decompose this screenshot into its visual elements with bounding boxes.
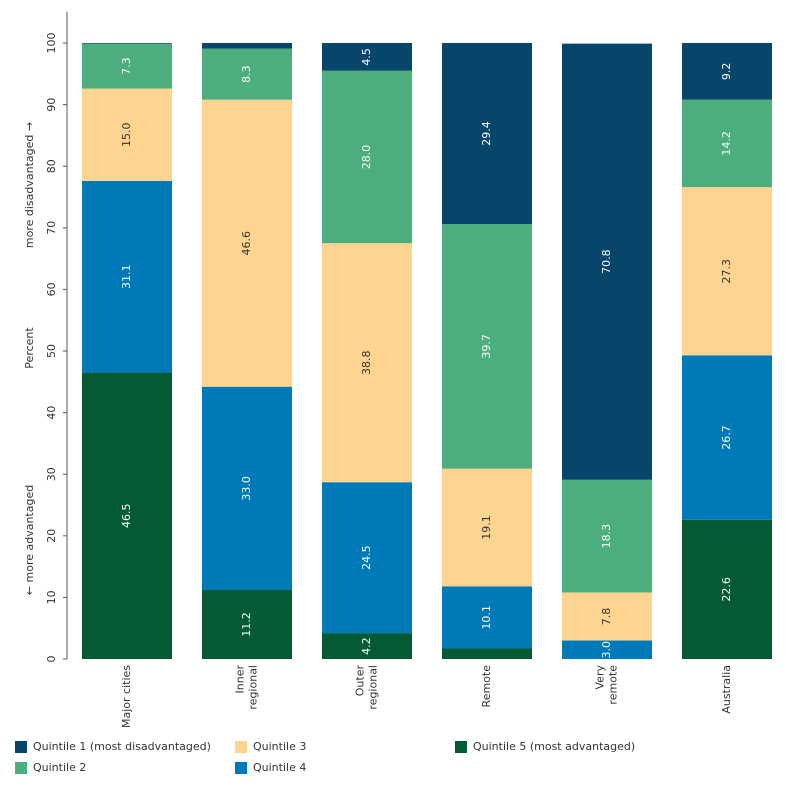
bar-segment (82, 88, 172, 181)
bar-segment (442, 224, 532, 469)
bar-segment (82, 43, 172, 44)
value-label: 4.2 (360, 637, 373, 655)
value-label: 24.5 (360, 545, 373, 570)
y-label-high: more disadvantaged → (23, 122, 36, 248)
value-label: 9.2 (720, 63, 733, 81)
y-tick-label: 10 (45, 590, 58, 604)
y-tick-label: 100 (45, 33, 58, 54)
value-label: 33.0 (240, 476, 253, 501)
value-label: 10.1 (480, 605, 493, 630)
value-label: 31.1 (120, 265, 133, 290)
x-tick-label: Outerregional (354, 665, 380, 710)
bar-segment (82, 372, 172, 659)
y-tick-label: 70 (45, 221, 58, 235)
value-label: 8.3 (240, 65, 253, 83)
bar-segment (682, 187, 772, 356)
legend-swatch (235, 762, 247, 774)
legend-swatch (15, 741, 27, 753)
y-tick-label: 50 (45, 344, 58, 358)
legend-swatch (235, 741, 247, 753)
value-label: 14.2 (720, 131, 733, 156)
bar-segment (682, 43, 772, 100)
bar-segment (682, 99, 772, 188)
x-tick-label-line: Major cities (120, 665, 133, 728)
y-tick-label: 80 (45, 159, 58, 173)
x-tick-label-line: remote (607, 665, 620, 705)
x-tick-label-line: Very (594, 665, 607, 690)
y-tick-label: 0 (45, 656, 58, 663)
value-label: 46.6 (240, 231, 253, 256)
bar-segment (682, 355, 772, 520)
y-tick-label: 40 (45, 406, 58, 420)
bar-segment (202, 43, 292, 49)
legend-swatch (455, 741, 467, 753)
x-tick-label-line: regional (367, 665, 380, 710)
legend-label: Quintile 3 (253, 740, 306, 753)
y-tick-label: 90 (45, 98, 58, 112)
value-label: 7.8 (600, 608, 613, 626)
bar-segment (82, 180, 172, 373)
bar-segment (682, 519, 772, 659)
bar-segment (562, 479, 652, 593)
bar-segment (322, 70, 412, 244)
value-label: 27.3 (720, 259, 733, 284)
value-label: 28.0 (360, 145, 373, 170)
value-label: 39.7 (480, 334, 493, 359)
bar-segment (202, 386, 292, 591)
x-tick-label-line: Australia (720, 665, 733, 714)
bar-segment (322, 243, 412, 483)
bar-segment (202, 99, 292, 387)
legend-swatch (15, 762, 27, 774)
bar-segment (202, 48, 292, 100)
x-tick-label-line: Outer (354, 665, 367, 697)
y-tick-label: 60 (45, 282, 58, 296)
bar-segment (442, 43, 532, 225)
x-tick-label: Remote (480, 665, 493, 708)
legend-label: Quintile 4 (253, 761, 306, 774)
legend-label: Quintile 5 (most advantaged) (473, 740, 635, 753)
value-label: 38.8 (360, 350, 373, 375)
value-label: 4.5 (360, 48, 373, 66)
legend-label: Quintile 2 (33, 761, 86, 774)
y-axis-title: Percent (23, 327, 36, 369)
x-tick-label: Australia (720, 665, 733, 714)
bar-segment (322, 482, 412, 634)
bar-segment (562, 640, 652, 659)
value-label: 15.0 (120, 123, 133, 148)
bar-segment (442, 468, 532, 587)
value-label: 19.1 (480, 515, 493, 540)
value-label: 18.3 (600, 524, 613, 549)
x-tick-label-line: regional (247, 665, 260, 710)
value-label: 46.5 (120, 504, 133, 529)
bar-segment (322, 43, 412, 71)
value-label: 70.8 (600, 249, 613, 274)
bar-segment (442, 648, 532, 659)
value-label: 3.0 (600, 641, 613, 659)
x-tick-label-line: Inner (234, 665, 247, 694)
legend-label: Quintile 1 (most disadvantaged) (33, 740, 211, 753)
bar-segment (322, 633, 412, 659)
bar-segment (562, 592, 652, 641)
x-tick-label-line: Remote (480, 665, 493, 708)
y-label-low: ← more advantaged (23, 485, 36, 595)
y-tick-label: 20 (45, 529, 58, 543)
value-label: 7.3 (120, 57, 133, 75)
value-label: 29.4 (480, 121, 493, 146)
x-tick-label: Veryremote (594, 665, 620, 705)
value-label: 11.2 (240, 612, 253, 637)
x-tick-label: Innerregional (234, 665, 260, 710)
bar-segment (202, 590, 292, 659)
x-tick-label: Major cities (120, 665, 133, 728)
value-label: 22.6 (720, 577, 733, 602)
bar-segment (442, 586, 532, 649)
bar-segment (562, 43, 652, 480)
y-tick-label: 30 (45, 467, 58, 481)
value-label: 26.7 (720, 425, 733, 450)
bar-segment (82, 43, 172, 89)
